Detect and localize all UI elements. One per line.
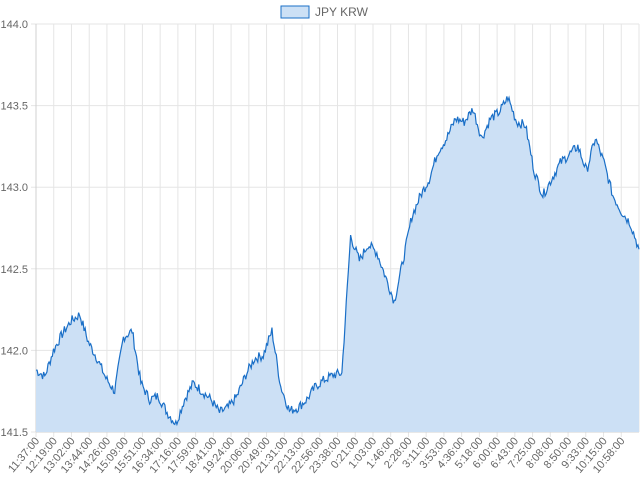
legend-swatch bbox=[280, 5, 310, 19]
y-tick-label: 143.0 bbox=[0, 182, 28, 194]
series-area bbox=[36, 96, 639, 433]
y-tick-label: 142.0 bbox=[0, 345, 28, 357]
y-axis: 141.5 142.0 142.5 143.0 143.5 144.0 bbox=[0, 19, 28, 439]
y-tick-label: 142.5 bbox=[0, 264, 28, 276]
y-tick-label: 144.0 bbox=[0, 19, 28, 31]
series-line bbox=[35, 95, 640, 427]
legend-label: JPY KRW bbox=[315, 5, 369, 19]
legend[interactable]: JPY KRW bbox=[280, 5, 369, 19]
y-tick-label: 141.5 bbox=[0, 427, 28, 439]
x-axis: 11:37:0012:19:0013:02:0013:44:0014:26:00… bbox=[6, 435, 627, 476]
y-tick-label: 143.5 bbox=[0, 101, 28, 113]
